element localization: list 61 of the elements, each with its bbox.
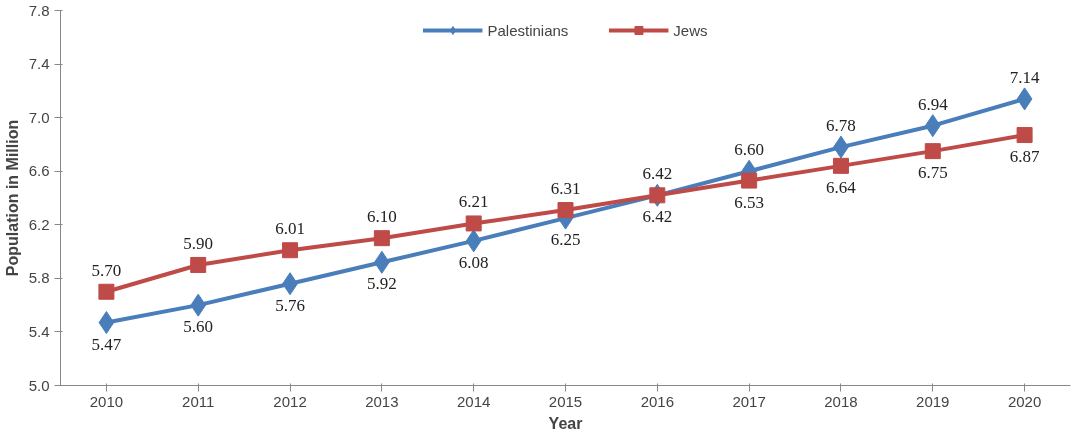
data-label: 6.25 [550, 230, 581, 250]
point [1016, 87, 1033, 111]
data-label: 6.94 [917, 94, 949, 114]
y-tick-label: 5.4 [28, 322, 50, 340]
y-tick-label: 7.4 [28, 55, 50, 73]
y-tick-label: 7.0 [28, 108, 50, 126]
data-label: 6.01 [275, 219, 305, 239]
point [465, 229, 482, 253]
y-axis-title: Population in Million [3, 119, 21, 277]
point [98, 283, 115, 300]
x-tick-label: 2020 [1007, 392, 1042, 410]
x-tick-label: 2018 [824, 392, 858, 410]
x-tick-label: 2012 [273, 392, 307, 410]
point [557, 202, 574, 219]
point [1016, 127, 1033, 144]
data-label: 6.78 [826, 116, 856, 136]
data-label: 6.60 [734, 140, 765, 160]
x-axis-title: Year [548, 414, 583, 432]
x-tick-label: 2014 [457, 392, 491, 410]
point [98, 311, 115, 335]
data-label: 6.31 [550, 179, 581, 199]
point [832, 157, 849, 174]
y-tick-label: 7.8 [28, 1, 50, 19]
data-label: 5.76 [275, 295, 305, 315]
x-tick-label: 2011 [182, 392, 215, 410]
point [465, 215, 482, 232]
y-tick-label: 5.8 [28, 269, 50, 287]
x-tick-label: 2019 [916, 392, 950, 410]
data-label: 5.47 [91, 334, 122, 354]
data-label: 7.14 [1009, 67, 1040, 87]
data-label: 6.42 [642, 207, 673, 227]
data-label: 6.75 [917, 163, 948, 183]
point [741, 172, 758, 189]
point [924, 143, 941, 160]
data-label: 6.53 [734, 192, 765, 212]
point [190, 293, 207, 317]
x-tick-label: 2010 [89, 392, 124, 410]
data-label: 6.42 [642, 164, 673, 184]
x-tick-label: 2015 [548, 392, 583, 410]
data-label: 5.70 [91, 260, 122, 280]
data-label: 6.64 [826, 177, 857, 197]
data-label: 6.21 [458, 192, 489, 212]
data-label: 5.92 [366, 274, 397, 294]
data-label: 6.87 [1009, 147, 1040, 167]
data-label: 6.08 [458, 252, 489, 272]
x-tick-label: 2017 [732, 392, 766, 410]
point [924, 114, 941, 138]
data-label: 5.60 [183, 317, 214, 337]
y-tick-label: 6.6 [28, 162, 50, 180]
x-tick-label: 2016 [640, 392, 675, 410]
data-label: 6.10 [366, 207, 397, 227]
y-tick-label: 5.0 [28, 376, 50, 394]
legend-label: Palestinians [487, 21, 569, 39]
point [190, 256, 207, 273]
legend-label: Jews [673, 21, 708, 39]
x-tick-label: 2013 [365, 392, 399, 410]
data-label: 5.90 [183, 233, 214, 253]
point [373, 230, 390, 247]
point [282, 242, 299, 259]
y-tick-label: 6.2 [28, 215, 50, 233]
point [649, 187, 666, 204]
